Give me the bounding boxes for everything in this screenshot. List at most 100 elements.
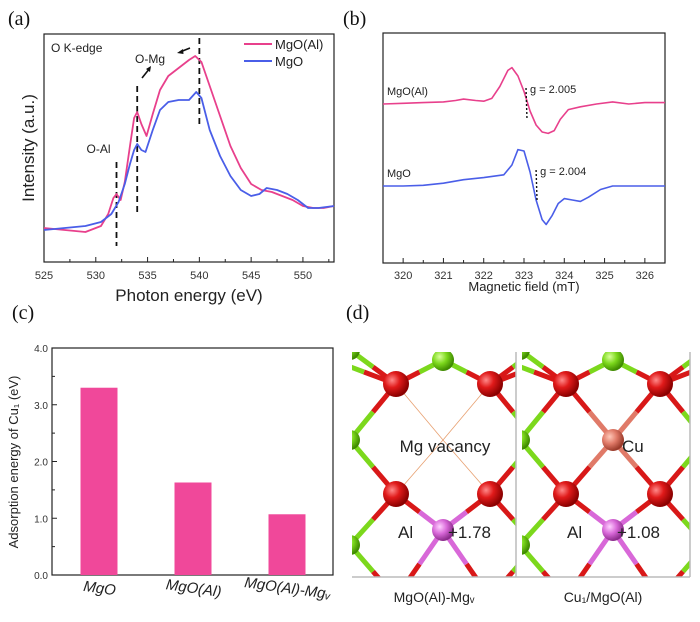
g-value-marker [535, 169, 538, 203]
x-category-label-c: MgO(Al)-Mgᵥ [243, 574, 332, 603]
panel-label-a: (a) [8, 8, 31, 30]
mg-vacancy-label: Mg vacancy [400, 437, 491, 456]
bond [464, 562, 479, 577]
bond [681, 559, 690, 574]
o-atom [477, 585, 503, 611]
x-tick-label-b: 326 [636, 270, 654, 282]
mg-atom [352, 352, 360, 360]
bond [681, 517, 690, 531]
g-value-marker [525, 87, 528, 121]
x-tick-label-b: 323 [515, 270, 533, 282]
x-category-label-c: MgO [82, 578, 117, 599]
arrowhead-icon [177, 49, 184, 54]
structure-cu1-mgo-al [522, 352, 700, 611]
panel-label-d: (d) [346, 302, 370, 324]
bond [407, 562, 422, 577]
charge-label-right: +1.08 [617, 523, 660, 542]
bond [634, 562, 649, 577]
bond [522, 364, 535, 375]
panel-b-chart: 320 321 322 323 324 325 326 MgO(Al) MgO g = 2.00… [382, 32, 666, 294]
bond [371, 569, 382, 577]
bond [681, 454, 690, 469]
al-atom [432, 519, 454, 541]
mg-atom [696, 535, 700, 555]
mg-atom [602, 352, 624, 371]
series-label-b: MgO(Al) [387, 86, 428, 98]
series-line-mgo-al [43, 55, 335, 233]
al-label-right: Al [567, 523, 582, 542]
legend-label: MgO [275, 54, 303, 69]
panel-a-chart: O K-edge 525 530 535 540 545 550 O-Al O-Mg MgO… [19, 33, 335, 305]
inset-label: O K-edge [51, 41, 103, 55]
bond [674, 569, 685, 577]
bond [504, 569, 515, 577]
x-tick-label-b: 325 [595, 270, 613, 282]
y-tick-label-c: 0.0 [34, 571, 48, 582]
al-atom [602, 519, 624, 541]
o-mg-label: O-Mg [135, 52, 165, 66]
g-value-label: g = 2.004 [540, 166, 586, 178]
bond [577, 562, 592, 577]
epr-line-mgo [383, 148, 665, 226]
bar [268, 514, 306, 575]
mg-atom [352, 430, 360, 450]
x-tick-label-a: 530 [87, 270, 105, 282]
x-tick-label-b: 321 [434, 270, 452, 282]
x-tick-label-a: 540 [190, 270, 208, 282]
structure-mgo-al-mgv [352, 352, 516, 611]
al-label-left: Al [398, 523, 413, 542]
o-atom [553, 371, 579, 397]
panel-c-chart: 0.0 1.0 2.0 3.0 4.0 MgO MgO(Al) MgO(Al)-Mgᵥ Ad… [6, 344, 334, 603]
mg-atom [522, 430, 530, 450]
o-atom [383, 481, 409, 507]
x-tick-label-b: 324 [555, 270, 573, 282]
bond [681, 410, 690, 425]
bond [681, 358, 690, 370]
x-tick-label-a: 545 [242, 270, 260, 282]
epr-line-mgo-al [382, 66, 665, 135]
y-tick-label-c: 1.0 [34, 514, 48, 525]
bond [541, 569, 552, 577]
caption-left: MgO(Al)-Mgᵥ [394, 589, 475, 605]
mg-atom [432, 352, 454, 371]
g-value-label: g = 2.005 [530, 84, 576, 96]
x-axis-label-b: Magnetic field (mT) [468, 279, 579, 294]
o-atom [647, 371, 673, 397]
cu-atom [602, 429, 624, 451]
y-tick-label-c: 2.0 [34, 458, 48, 469]
panel-label-c: (c) [12, 302, 35, 324]
o-atom [477, 481, 503, 507]
series-line-mgo [43, 91, 335, 231]
x-tick-label-b: 320 [394, 270, 412, 282]
x-tick-label-a: 535 [138, 270, 156, 282]
panel-a-frame [43, 33, 335, 263]
bar [80, 387, 118, 575]
caption-right: Cu₁/MgO(Al) [564, 589, 643, 605]
o-atom [647, 481, 673, 507]
o-atom [477, 371, 503, 397]
panel-label-b: (b) [343, 8, 367, 30]
x-tick-label-a: 525 [35, 270, 53, 282]
x-axis-label-a: Photon energy (eV) [115, 286, 262, 305]
mg-atom [696, 430, 700, 450]
o-atom [647, 585, 673, 611]
o-atom [383, 371, 409, 397]
y-axis-label-a: Intensity (a.u.) [19, 94, 38, 202]
o-al-label: O-Al [87, 142, 111, 156]
y-axis-label-c: Adsorption energy of Cu₁ (eV) [6, 376, 21, 549]
bar [174, 482, 212, 575]
y-tick-label-c: 3.0 [34, 401, 48, 412]
cu-label: Cu [622, 437, 644, 456]
y-tick-label-c: 4.0 [34, 344, 48, 355]
x-tick-label-a: 550 [294, 270, 312, 282]
x-tick-label-b: 322 [475, 270, 493, 282]
series-label-b: MgO [387, 168, 411, 180]
arrowhead-icon [146, 66, 151, 72]
bond [691, 360, 700, 372]
bond [352, 364, 365, 375]
mg-atom [522, 352, 530, 360]
mg-atom [522, 535, 530, 555]
mg-atom [352, 535, 360, 555]
panel-b-frame [382, 32, 666, 264]
